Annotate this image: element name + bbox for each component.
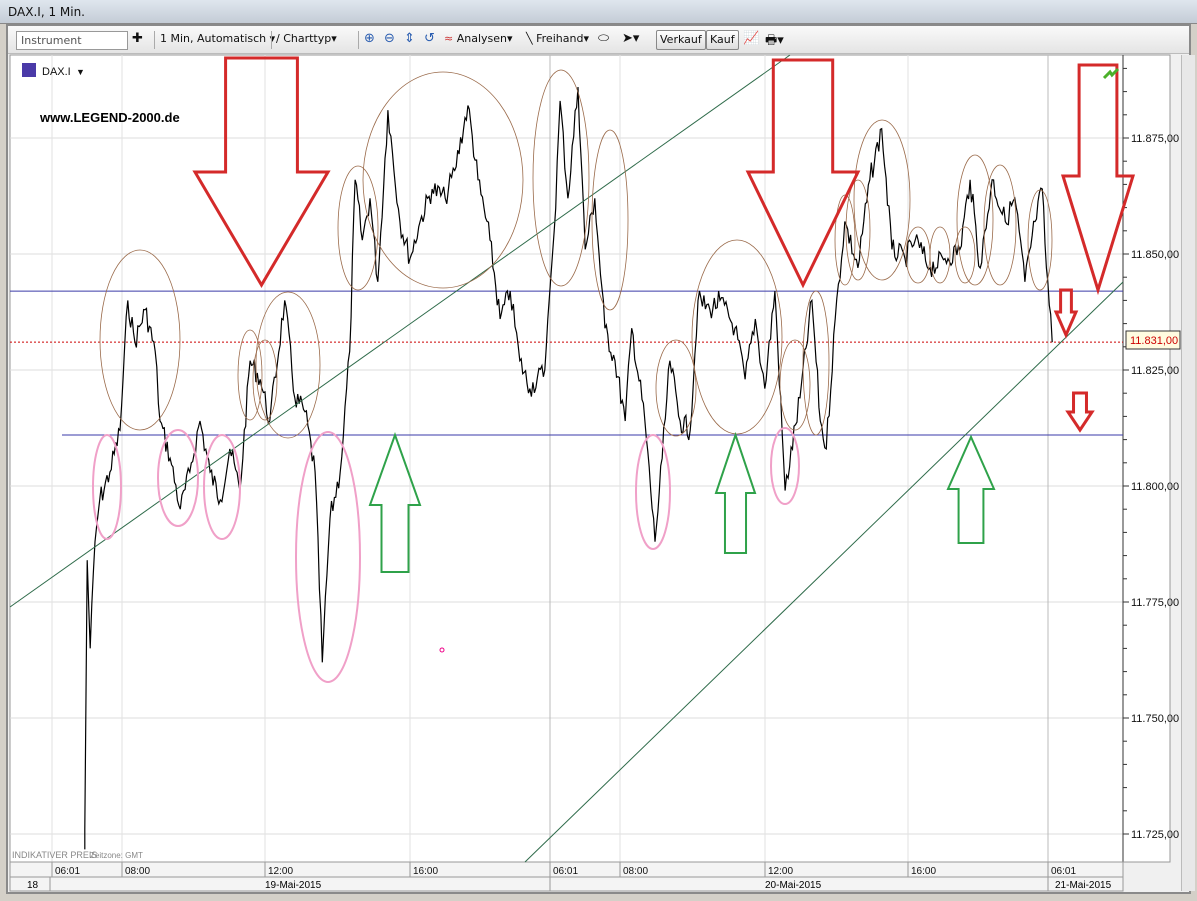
highlight-ellipse[interactable] [337, 165, 379, 291]
x-tick-label: 08:00 [125, 866, 150, 877]
date-label: 21-Mai-2015 [1055, 880, 1112, 891]
window-title: DAX.I, 1 Min. [8, 5, 85, 19]
highlight-ellipse[interactable] [834, 194, 856, 286]
window-titlebar: DAX.I, 1 Min. [0, 0, 1197, 24]
add-instrument-icon[interactable]: ✚ [132, 31, 143, 46]
settings-chart-icon[interactable]: 📈 [743, 31, 760, 46]
vertical-scrollbar[interactable] [1181, 55, 1195, 891]
highlight-ellipse[interactable] [983, 164, 1017, 286]
highlight-ellipse[interactable] [655, 339, 697, 437]
y-tick-label: 11.850,00 [1131, 249, 1179, 261]
live-indicator-icon [1102, 67, 1120, 80]
x-tick-label: 12:00 [268, 866, 293, 877]
pointer-icon[interactable]: ➤▾ [622, 31, 640, 46]
kauf-button[interactable]: Kauf [706, 30, 739, 50]
highlight-ellipse[interactable] [929, 226, 951, 284]
highlight-ellipse[interactable] [954, 226, 976, 284]
y-tick-label: 11.875,00 [1131, 133, 1179, 145]
trendline[interactable] [524, 281, 1124, 863]
print-icon[interactable]: 🖶▾ [765, 33, 784, 48]
date-label: 18 [27, 880, 39, 891]
autoscale-icon[interactable]: ⇕ [404, 31, 415, 46]
highlight-ellipse[interactable] [99, 249, 181, 431]
highlight-ellipse[interactable] [1027, 189, 1053, 291]
date-label: 19-Mai-2015 [265, 880, 322, 891]
verkauf-button[interactable]: Verkauf [656, 30, 706, 50]
low-ellipse[interactable] [92, 434, 122, 540]
charttype-dropdown[interactable]: ∕ Charttyp▾ [276, 32, 337, 45]
y-tick-label: 11.825,00 [1131, 365, 1179, 377]
buy-arrow[interactable] [368, 432, 422, 573]
highlight-ellipse[interactable] [237, 329, 263, 421]
sell-arrow[interactable] [1053, 288, 1079, 339]
buy-arrow[interactable] [714, 431, 757, 554]
x-tick-label: 16:00 [911, 866, 936, 877]
sell-arrow[interactable] [1060, 63, 1136, 296]
last-price-text: 11.831,00 [1130, 335, 1178, 347]
indicative-price-label: INDIKATIVER PREIS [12, 850, 97, 860]
highlight-ellipse[interactable] [802, 290, 830, 436]
highlight-ellipse[interactable] [591, 129, 629, 311]
highlight-ellipse[interactable] [691, 239, 783, 435]
instrument-input[interactable]: Instrument [16, 31, 128, 50]
buy-arrow[interactable] [946, 434, 996, 544]
highlight-ellipse[interactable] [845, 179, 871, 281]
freihand-dropdown[interactable]: ╲ Freihand▾ [526, 32, 589, 45]
low-ellipse[interactable] [770, 427, 800, 505]
y-tick-label: 11.725,00 [1131, 829, 1179, 841]
x-tick-label: 06:01 [55, 866, 80, 877]
zoom-out-icon[interactable]: ⊖ [384, 31, 395, 46]
marker-dot [439, 647, 445, 653]
last-price-badge [1125, 330, 1181, 350]
low-ellipse[interactable] [203, 434, 241, 540]
symbol-dropdown[interactable]: DAX.I [42, 66, 71, 78]
trendline[interactable] [9, 54, 791, 608]
toolbar: Instrument ✚ 1 Min, Automatisch ▾ ∕ Char… [8, 26, 1189, 54]
x-tick-label: 08:00 [623, 866, 648, 877]
analysen-dropdown[interactable]: ≈ Analysen▾ [444, 32, 513, 45]
low-ellipse[interactable] [635, 434, 671, 550]
highlight-ellipse[interactable] [362, 71, 524, 289]
date-label: 20-Mai-2015 [765, 880, 822, 891]
y-tick-label: 11.750,00 [1131, 713, 1179, 725]
cfd-icon [22, 63, 36, 77]
highlight-ellipse[interactable] [853, 119, 911, 281]
x-tick-label: 12:00 [768, 866, 793, 877]
sell-arrow[interactable] [745, 58, 861, 289]
low-ellipse[interactable] [295, 431, 361, 683]
low-ellipse[interactable] [157, 429, 199, 527]
y-tick-label: 11.800,00 [1131, 481, 1179, 493]
chevron-down-icon[interactable]: ▼ [76, 67, 85, 77]
price-line [84, 86, 1053, 850]
highlight-ellipse[interactable] [956, 154, 994, 286]
highlight-ellipse[interactable] [532, 69, 590, 287]
reset-icon[interactable]: ↺ [424, 31, 435, 46]
x-tick-label: 06:01 [553, 866, 578, 877]
x-tick-label: 16:00 [413, 866, 438, 877]
sell-arrow[interactable] [1065, 391, 1095, 433]
highlight-ellipse[interactable] [252, 339, 278, 421]
y-tick-label: 11.775,00 [1131, 597, 1179, 609]
eraser-icon[interactable]: ⬭ [598, 31, 610, 46]
timezone-label: Zeitzone: GMT [90, 851, 143, 860]
x-tick-label: 06:01 [1051, 866, 1076, 877]
sell-arrow[interactable] [192, 56, 331, 288]
highlight-ellipse[interactable] [255, 291, 321, 439]
zoom-in-icon[interactable]: ⊕ [364, 31, 375, 46]
watermark-text: www.LEGEND-2000.de [39, 110, 180, 125]
highlight-ellipse[interactable] [779, 339, 811, 431]
interval-dropdown[interactable]: 1 Min, Automatisch ▾ [160, 32, 276, 45]
